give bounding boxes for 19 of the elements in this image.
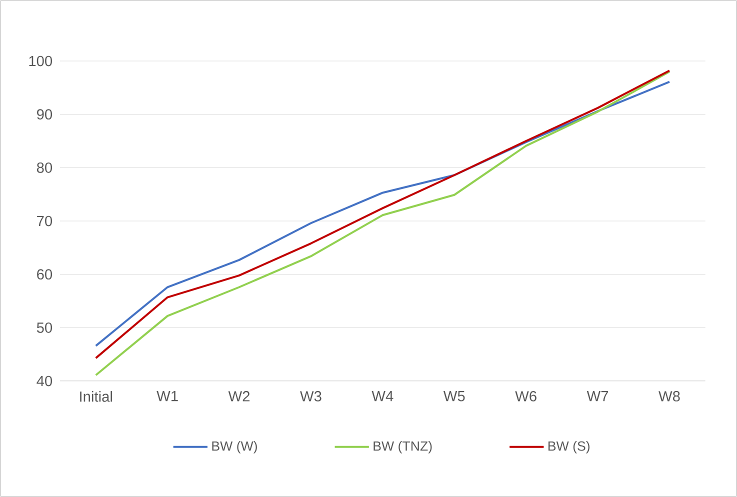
x-tick-label: W7 (586, 391, 608, 402)
x-tick-label: W2 (228, 391, 250, 402)
y-tick-label: 100 (29, 56, 52, 66)
y-tick-label: 60 (37, 269, 52, 280)
x-tick-label: W6 (515, 391, 536, 402)
x-tick-label: W3 (300, 391, 322, 402)
x-tick-label: W1 (156, 391, 178, 402)
y-tick-label: 90 (37, 109, 52, 120)
x-tick-label: W4 (372, 391, 394, 402)
legend-label: BW (W) (212, 441, 257, 454)
x-tick-label: Initial (80, 391, 112, 402)
legend-label: BW (S) (548, 441, 590, 454)
y-tick-label: 70 (37, 216, 52, 226)
legend-label: BW (TNZ) (374, 441, 432, 454)
y-tick-label: 50 (36, 322, 52, 333)
y-tick-label: 80 (36, 162, 52, 173)
y-tick-label: 40 (36, 376, 52, 386)
x-tick-label: W5 (443, 391, 465, 402)
x-tick-label: W8 (658, 391, 680, 402)
